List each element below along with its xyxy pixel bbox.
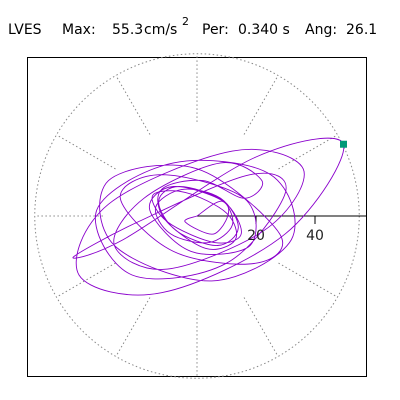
period-value: 0.340 s	[238, 22, 290, 38]
tick-label-40: 40	[306, 228, 324, 244]
station-label: LVES	[8, 22, 42, 38]
grid-spoke-300	[243, 297, 279, 357]
trace-layer	[72, 137, 345, 296]
particle-motion-trace	[72, 137, 345, 296]
grid-spoke-120	[115, 75, 151, 135]
max-unit-exponent: 2	[182, 15, 189, 28]
radial-axis	[197, 215, 366, 224]
max-unit: cm/s	[144, 22, 177, 38]
grid-spoke-150	[56, 134, 116, 170]
angle-label: Ang:	[305, 22, 337, 38]
angle-value: 26.1	[346, 22, 377, 38]
max-label: Max:	[62, 22, 96, 38]
grid-spoke-330	[278, 262, 338, 298]
grid-spoke-60	[243, 75, 279, 135]
grid-spoke-30	[278, 134, 338, 170]
tick-label-20: 20	[247, 228, 265, 244]
grid-spoke-240	[115, 297, 151, 357]
peak-marker	[339, 140, 347, 148]
max-value: 55.3	[112, 22, 143, 38]
peak-marker-layer	[339, 140, 347, 148]
grid-spoke-210	[56, 262, 116, 298]
period-label: Per:	[202, 22, 229, 38]
tick-labels: 20 40	[247, 228, 324, 244]
